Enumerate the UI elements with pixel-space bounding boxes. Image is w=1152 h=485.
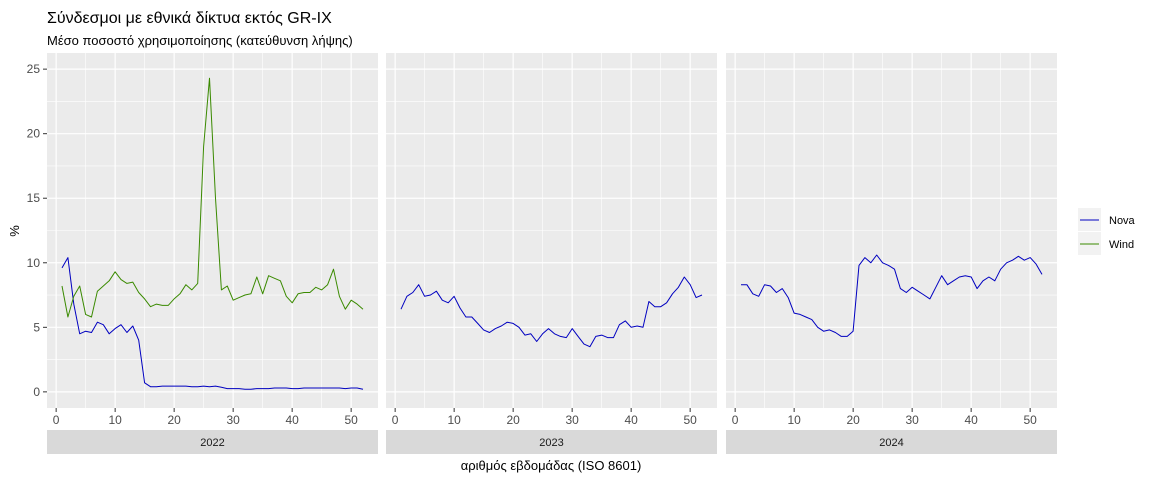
panel-2024: 0 10 20 30 40 50 2024 xyxy=(726,53,1057,454)
legend: Nova Wind xyxy=(1078,208,1136,255)
y-tick-label: 0 xyxy=(33,385,40,399)
x-tick-label: 10 xyxy=(108,413,122,427)
y-tick-label: 25 xyxy=(27,62,41,76)
chart-title: Σύνδεσμοι με εθνικά δίκτυα εκτός GR-IX xyxy=(47,10,332,27)
facet-label: 2023 xyxy=(539,437,563,449)
facet-strip xyxy=(386,430,717,454)
x-tick-label: 10 xyxy=(447,413,461,427)
panel-2023: 0 10 20 30 40 50 2023 xyxy=(386,53,717,454)
x-tick-label: 20 xyxy=(506,413,520,427)
legend-label-nova: Nova xyxy=(1109,215,1136,227)
panels-layer: 0 10 20 30 40 50 2022 0 10 20 30 40 50 2023 0 10 20 30 40 5… xyxy=(47,53,1057,454)
x-tick-label: 50 xyxy=(1023,413,1037,427)
y-axis: 0 5 10 15 20 25 xyxy=(27,62,47,399)
y-tick-label: 5 xyxy=(33,320,40,334)
x-tick-label: 50 xyxy=(344,413,358,427)
series-line-nova xyxy=(400,276,703,348)
x-tick-label: 30 xyxy=(565,413,579,427)
x-tick-label: 40 xyxy=(624,413,638,427)
facet-strip xyxy=(47,430,378,454)
x-tick-label: 30 xyxy=(905,413,919,427)
chart-subtitle: Μέσο ποσοστό χρησιμοποίησης (κατεύθυνση … xyxy=(47,33,353,48)
x-tick-label: 50 xyxy=(683,413,697,427)
series-line-wind xyxy=(61,77,364,318)
x-axis-label: αριθμός εβδομάδας (ISO 8601) xyxy=(461,458,642,473)
x-tick-label: 20 xyxy=(846,413,860,427)
x-tick-label: 20 xyxy=(167,413,181,427)
legend-label-wind: Wind xyxy=(1109,239,1134,251)
y-tick-label: 10 xyxy=(27,256,41,270)
series-line-nova xyxy=(741,254,1043,337)
x-tick-label: 0 xyxy=(732,413,739,427)
series-line-nova xyxy=(61,257,364,390)
panel-2022: 0 10 20 30 40 50 2022 xyxy=(47,53,378,454)
facet-label: 2024 xyxy=(879,437,903,449)
facet-label: 2022 xyxy=(200,437,224,449)
x-tick-label: 40 xyxy=(964,413,978,427)
x-tick-label: 30 xyxy=(226,413,240,427)
y-axis-label: % xyxy=(7,225,22,237)
x-tick-label: 40 xyxy=(285,413,299,427)
x-tick-label: 0 xyxy=(392,413,399,427)
x-tick-label: 0 xyxy=(53,413,60,427)
y-tick-label: 20 xyxy=(27,127,41,141)
y-tick-label: 15 xyxy=(27,191,41,205)
facet-strip xyxy=(726,430,1057,454)
x-tick-label: 10 xyxy=(787,413,801,427)
